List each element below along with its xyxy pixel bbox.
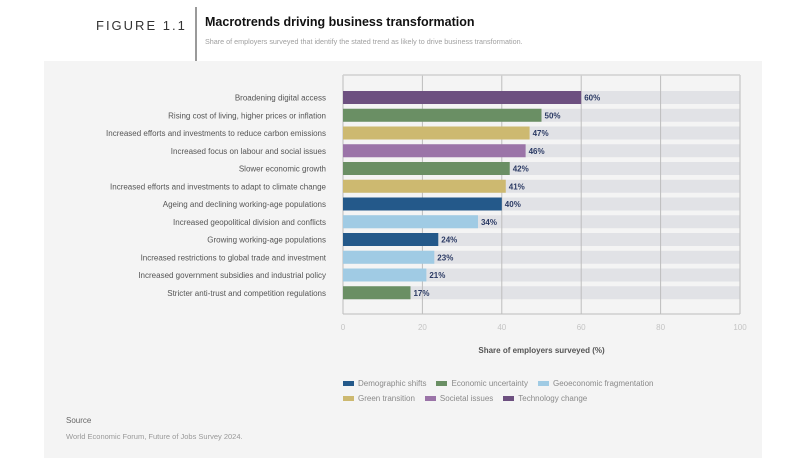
legend-label: Demographic shifts xyxy=(358,379,427,388)
bar-tracks xyxy=(343,91,740,300)
value-label: 47% xyxy=(533,129,549,138)
value-label: 23% xyxy=(437,253,453,262)
category-label: Increased efforts and investments to ada… xyxy=(110,182,327,191)
category-label: Increased geopolitical division and conf… xyxy=(173,218,326,227)
x-tick-label: 80 xyxy=(656,323,665,332)
value-label: 40% xyxy=(505,200,521,209)
legend-swatch xyxy=(503,396,515,401)
bar-track xyxy=(343,250,740,264)
value-label: 46% xyxy=(529,147,545,156)
figure-subtitle: Share of employers surveyed that identif… xyxy=(205,37,523,46)
category-label: Increased restrictions to global trade a… xyxy=(141,253,327,262)
bar-track xyxy=(343,233,740,246)
x-tick-label: 20 xyxy=(418,323,427,332)
source-text: World Economic Forum, Future of Jobs Sur… xyxy=(66,432,243,441)
legend-swatch xyxy=(436,381,448,386)
legend-item: Societal issues xyxy=(424,394,494,403)
bar-track xyxy=(343,268,740,282)
category-label: Rising cost of living, higher prices or … xyxy=(168,111,326,120)
bar xyxy=(343,126,530,140)
source-heading: Source xyxy=(66,416,92,425)
value-labels: 60% 50% 47% 46%42% 41% 40% 34% 24% 23% 21%17% xyxy=(413,94,600,298)
bar xyxy=(343,179,506,193)
bar xyxy=(343,250,435,264)
x-tick-label: 0 xyxy=(341,323,346,332)
bar xyxy=(343,286,411,300)
x-tick-label: 100 xyxy=(733,323,747,332)
legend-item: Green transition xyxy=(343,394,415,403)
value-label: 60% xyxy=(584,94,600,103)
category-label: Ageing and declining working-age populat… xyxy=(163,200,326,209)
value-label: 34% xyxy=(481,218,497,227)
x-tick-labels: 0 20 40 60 80 100 xyxy=(341,323,747,332)
value-label: 21% xyxy=(429,271,445,280)
legend-item: Economic uncertainty xyxy=(436,379,528,388)
category-label: Growing working-age populations xyxy=(207,236,326,245)
header-divider xyxy=(195,7,197,61)
category-label: Broadening digital access xyxy=(235,94,326,103)
category-label: Stricter anti-trust and competition regu… xyxy=(167,289,326,298)
category-label: Increased government subsidies and indus… xyxy=(138,271,326,280)
bar xyxy=(343,144,526,158)
bar xyxy=(343,108,542,122)
bar xyxy=(343,233,439,246)
bar xyxy=(343,268,427,282)
legend-item: Technology change xyxy=(503,394,587,403)
category-labels: Broadening digital access Rising cost of … xyxy=(106,94,327,298)
legend-label: Technology change xyxy=(518,394,588,403)
bar xyxy=(343,162,510,175)
legend-label: Geoeconomic fragmentation xyxy=(552,379,654,388)
legend-swatch xyxy=(343,381,354,386)
x-tick-label: 60 xyxy=(577,323,586,332)
value-label: 42% xyxy=(513,165,529,174)
bar xyxy=(343,91,582,104)
x-tick-label: 40 xyxy=(497,323,506,332)
category-label: Increased focus on labour and social iss… xyxy=(171,147,326,156)
legend-label: Societal issues xyxy=(439,394,494,403)
bar xyxy=(343,215,478,229)
legend: Demographic shifts Economic uncertainty Ge… xyxy=(343,376,723,406)
legend-swatch xyxy=(537,381,549,386)
bar xyxy=(343,197,502,211)
figure-label: FIGURE 1.1 xyxy=(96,18,187,33)
value-label: 17% xyxy=(413,289,429,298)
legend-item: Demographic shifts xyxy=(343,379,426,388)
value-label: 41% xyxy=(509,182,525,191)
x-axis-title: Share of employers surveyed (%) xyxy=(478,346,605,355)
category-label: Slower economic growth xyxy=(239,165,326,174)
value-label: 24% xyxy=(441,236,457,245)
legend-label: Economic uncertainty xyxy=(451,379,528,388)
bar-track xyxy=(343,286,740,300)
bars xyxy=(343,91,582,300)
figure-title: Macrotrends driving business transformat… xyxy=(205,15,475,29)
legend-swatch xyxy=(424,396,436,401)
category-label: Increased efforts and investments to red… xyxy=(106,129,326,138)
value-label: 50% xyxy=(545,111,561,120)
legend-swatch xyxy=(343,396,354,401)
legend-item: Geoeconomic fragmentation xyxy=(537,379,654,388)
legend-label: Green transition xyxy=(358,394,415,403)
